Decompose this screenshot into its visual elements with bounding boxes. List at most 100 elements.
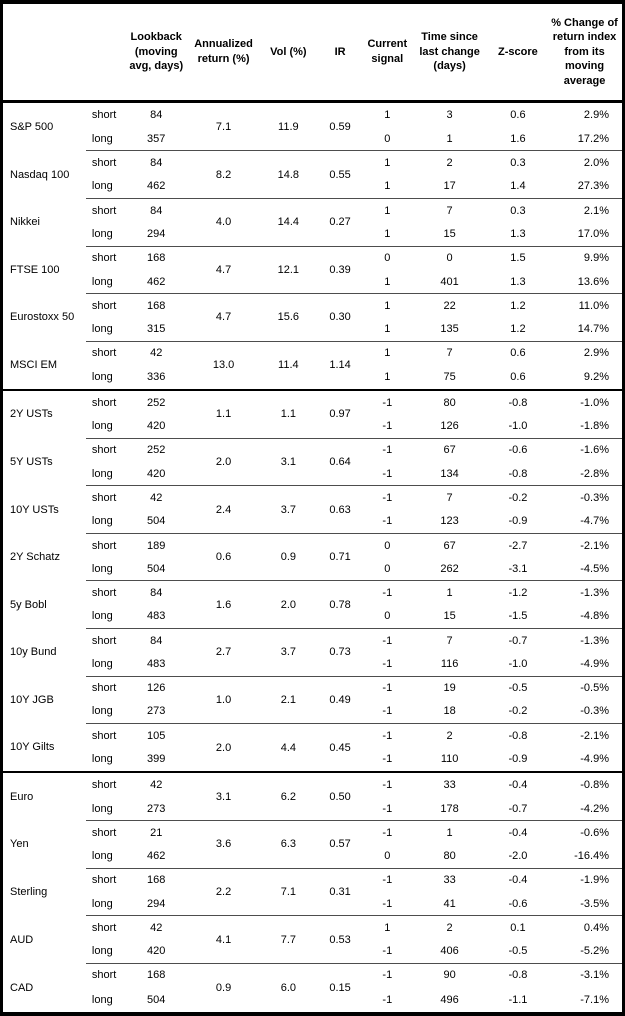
signal-cell: -1 xyxy=(364,723,411,748)
days-since-change-cell: 3 xyxy=(410,101,489,128)
horizon-cell: short xyxy=(85,676,127,700)
vol-cell: 12.1 xyxy=(260,246,316,295)
horizon-cell: short xyxy=(85,628,127,653)
zscore-cell: -0.7 xyxy=(488,796,548,822)
signal-cell: -1 xyxy=(364,963,411,988)
signal-cell: 0 xyxy=(364,557,411,582)
horizon-cell: short xyxy=(85,246,127,270)
vol-cell: 3.1 xyxy=(260,438,316,487)
asset-name-cell: MSCI EM xyxy=(1,341,86,391)
vol-cell: 6.0 xyxy=(260,963,316,1015)
days-since-change-cell: 7 xyxy=(410,198,489,223)
lookback-cell: 105 xyxy=(126,723,187,748)
asset-name-cell: FTSE 100 xyxy=(1,246,86,294)
ir-cell: 0.15 xyxy=(315,963,365,1015)
days-since-change-cell: 80 xyxy=(410,844,489,869)
pct-change-cell: -2.1% xyxy=(547,533,624,558)
signal-cell: -1 xyxy=(364,699,411,725)
vol-cell: 4.4 xyxy=(260,723,316,774)
col-header-time-since: Time since last change (days) xyxy=(410,2,489,103)
asset-name-cell: AUD xyxy=(1,915,86,964)
table-row: long 336 1 75 0.6 9.2% xyxy=(2,365,624,391)
zscore-cell: -0.5 xyxy=(488,939,548,964)
zscore-cell: -0.4 xyxy=(488,772,548,797)
days-since-change-cell: 178 xyxy=(410,796,489,822)
signal-cell: -1 xyxy=(364,747,411,774)
vol-cell: 2.0 xyxy=(260,580,316,629)
col-header-vol: Vol (%) xyxy=(260,2,316,103)
table-row: 5y Bobl short 84 1.6 2.0 0.78 -1 1 -1.2 -1.3% xyxy=(1,580,624,629)
pct-change-cell: 27.3% xyxy=(547,174,624,200)
vol-cell: 6.3 xyxy=(260,820,316,869)
lookback-cell: 273 xyxy=(126,699,187,725)
ir-cell: 0.59 xyxy=(315,101,365,152)
horizon-cell: long xyxy=(85,365,127,391)
asset-name-cell: Nikkei xyxy=(1,198,86,247)
table-row: 10y Bund short 84 2.7 3.7 0.73 -1 7 -0.7 -1.3% xyxy=(1,628,624,677)
lookback-cell: 168 xyxy=(126,293,187,318)
vol-cell: 14.4 xyxy=(260,198,316,247)
pct-change-cell: -4.7% xyxy=(547,509,624,534)
days-since-change-cell: 80 xyxy=(410,389,489,415)
zscore-cell: 0.6 xyxy=(488,101,548,128)
days-since-change-cell: 2 xyxy=(410,915,489,940)
signal-cell: 0 xyxy=(364,127,411,152)
ir-cell: 0.97 xyxy=(315,389,365,439)
asset-name-cell: Yen xyxy=(1,820,86,869)
annualized-return-cell: 8.2 xyxy=(186,150,261,200)
pct-change-cell: -4.8% xyxy=(547,604,624,629)
vol-cell: 15.6 xyxy=(260,293,316,342)
signal-cell: -1 xyxy=(364,485,411,510)
pct-change-cell: -2.8% xyxy=(547,462,624,487)
annualized-return-cell: 2.4 xyxy=(186,485,261,534)
lookback-cell: 84 xyxy=(126,628,187,653)
table-row: Nikkei short 84 4.0 14.4 0.27 1 7 0.3 2.1% xyxy=(1,198,624,247)
annualized-return-cell: 0.9 xyxy=(186,963,261,1015)
horizon-cell: short xyxy=(85,772,127,797)
pct-change-cell: -2.1% xyxy=(547,723,624,748)
horizon-cell: long xyxy=(85,174,127,200)
pct-change-cell: -0.5% xyxy=(547,676,624,700)
table-row: long 504 -1 496 -1.1 -7.1% xyxy=(2,987,624,1015)
lookback-cell: 42 xyxy=(126,341,187,365)
annualized-return-cell: 4.0 xyxy=(186,198,261,247)
horizon-cell: short xyxy=(85,533,127,558)
lookback-cell: 420 xyxy=(126,939,187,964)
table-row: CAD short 168 0.9 6.0 0.15 -1 90 -0.8 -3.1% xyxy=(1,963,624,1015)
annualized-return-cell: 2.0 xyxy=(186,438,261,487)
zscore-cell: -0.9 xyxy=(488,747,548,774)
signal-cell: 1 xyxy=(364,222,411,247)
days-since-change-cell: 110 xyxy=(410,747,489,774)
table-row: Sterling short 168 2.2 7.1 0.31 -1 33 -0.4 -1.9% xyxy=(1,868,624,917)
zscore-cell: -1.2 xyxy=(488,580,548,605)
asset-name-cell: Euro xyxy=(1,772,86,821)
col-header-current-signal: Current signal xyxy=(364,2,411,103)
days-since-change-cell: 1 xyxy=(410,580,489,605)
zscore-cell: -0.6 xyxy=(488,438,548,463)
days-since-change-cell: 67 xyxy=(410,438,489,463)
signal-cell: 1 xyxy=(364,341,411,365)
horizon-cell: long xyxy=(85,844,127,869)
horizon-cell: short xyxy=(85,150,127,175)
horizon-cell: long xyxy=(85,462,127,487)
table-row: 2Y Schatz short 189 0.6 0.9 0.71 0 67 -2.7 -2.1% xyxy=(1,533,624,582)
asset-name-cell: 10Y JGB xyxy=(1,676,86,724)
annualized-return-cell: 1.6 xyxy=(186,580,261,629)
days-since-change-cell: 18 xyxy=(410,699,489,725)
asset-name-cell: 5Y USTs xyxy=(1,438,86,486)
asset-name-cell: 10y Bund xyxy=(1,628,86,677)
table-row: long 273 -1 18 -0.2 -0.3% xyxy=(2,699,624,725)
signal-cell: 1 xyxy=(364,365,411,391)
lookback-cell: 168 xyxy=(126,963,187,988)
horizon-cell: long xyxy=(85,796,127,822)
ir-cell: 1.14 xyxy=(315,341,365,391)
zscore-cell: 1.3 xyxy=(488,269,548,295)
horizon-cell: long xyxy=(85,892,127,917)
asset-name-cell: 10Y USTs xyxy=(1,485,86,534)
pct-change-cell: 14.7% xyxy=(547,317,624,342)
lookback-cell: 84 xyxy=(126,580,187,605)
pct-change-cell: -1.3% xyxy=(547,580,624,605)
zscore-cell: 0.3 xyxy=(488,198,548,223)
table-row: long 420 -1 134 -0.8 -2.8% xyxy=(2,462,624,487)
vol-cell: 0.9 xyxy=(260,533,316,582)
